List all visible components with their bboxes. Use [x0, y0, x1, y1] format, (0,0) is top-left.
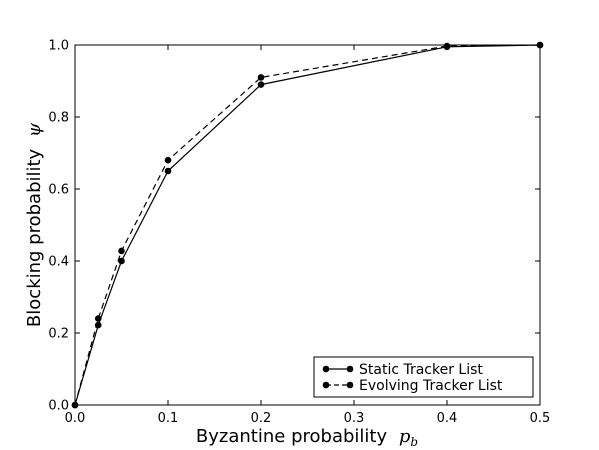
x-tick-label: 0.4 [437, 411, 458, 426]
data-point-series-0 [164, 167, 172, 175]
x-tick-label: 0.1 [158, 411, 179, 426]
data-point-series-1 [118, 247, 125, 255]
y-tick-label: 0.0 [48, 399, 69, 414]
legend-marker-evolving-1 [322, 381, 330, 389]
legend-entry-static: Static Tracker List [322, 362, 483, 378]
legend-label-static: Static Tracker List [359, 362, 483, 378]
legend-marker-static-2 [346, 365, 354, 373]
legend-marker-evolving-2 [346, 381, 354, 389]
data-point-series-1 [443, 42, 451, 50]
legend-marker-static-1 [322, 365, 330, 373]
data-point-series-1 [164, 156, 172, 164]
series-layer [71, 41, 544, 409]
x-axis-label: Byzantine probability pb [196, 426, 418, 449]
y-tick-label: 0.4 [48, 255, 69, 270]
y-tick-label: 0.2 [48, 327, 69, 342]
data-point-series-0 [118, 257, 125, 265]
series-line-1 [74, 44, 541, 406]
x-tick-label: 0.0 [65, 411, 86, 426]
y-tick-label: 0.8 [48, 111, 69, 126]
y-axis-label: Blocking probability ψ [24, 122, 45, 327]
legend: Static Tracker List Evolving Tracker Lis… [313, 356, 534, 398]
series-line-0 [74, 44, 541, 406]
data-point-series-1 [257, 74, 265, 81]
data-point-series-0 [257, 81, 265, 88]
x-tick-label: 0.5 [530, 411, 551, 426]
data-point-series-1 [94, 315, 102, 322]
y-tick-label: 0.6 [48, 183, 69, 198]
x-tick-label: 0.3 [344, 411, 365, 426]
y-ticks: 0.0 0.2 0.4 0.6 0.8 1.0 [48, 39, 540, 414]
y-tick-label: 1.0 [48, 39, 69, 54]
x-tick-label: 0.2 [251, 411, 272, 426]
plot-frame [74, 44, 541, 406]
legend-box [313, 356, 534, 398]
legend-entry-evolving: Evolving Tracker List [322, 378, 503, 394]
legend-label-evolving: Evolving Tracker List [359, 378, 503, 394]
